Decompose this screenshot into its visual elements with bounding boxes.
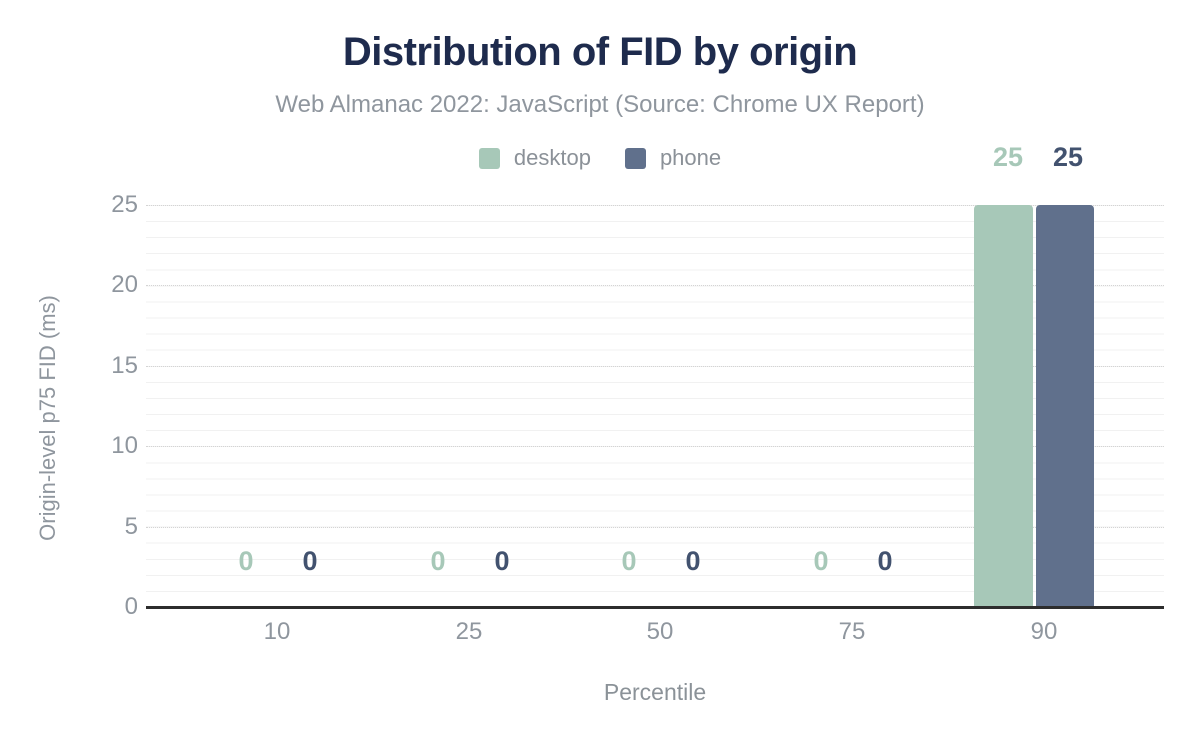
x-tick-90: 90 bbox=[1030, 618, 1058, 645]
value-label-desktop-p10: 0 bbox=[238, 546, 254, 576]
gridline-10 bbox=[146, 446, 1164, 448]
x-tick-10: 10 bbox=[263, 618, 291, 645]
legend-swatch-desktop-icon bbox=[478, 147, 500, 169]
y-tick-25: 25 bbox=[111, 191, 138, 218]
legend-item-phone: phone bbox=[624, 145, 722, 171]
legend-label-phone: phone bbox=[659, 145, 722, 170]
y-tick-10: 10 bbox=[111, 432, 138, 459]
y-tick-15: 15 bbox=[111, 352, 138, 379]
bar-phone-p90[interactable] bbox=[1036, 205, 1094, 607]
value-label-phone-p10: 0 bbox=[302, 546, 318, 576]
gridline-20 bbox=[146, 285, 1164, 287]
y-axis-title: Origin-level p75 FID (ms) bbox=[35, 295, 60, 541]
gridline-15 bbox=[146, 365, 1164, 367]
y-tick-20: 20 bbox=[111, 271, 138, 298]
value-label-desktop-p50: 0 bbox=[621, 546, 637, 576]
x-tick-25: 25 bbox=[455, 618, 483, 645]
value-label-phone-p50: 0 bbox=[685, 546, 701, 576]
value-label-desktop-p90: 25 bbox=[992, 142, 1024, 172]
value-label-desktop-p75: 0 bbox=[813, 546, 829, 576]
chart-subtitle: Web Almanac 2022: JavaScript (Source: Ch… bbox=[275, 91, 925, 118]
x-tick-50: 50 bbox=[646, 618, 674, 645]
y-tick-0: 0 bbox=[124, 593, 138, 620]
gridline-25 bbox=[146, 205, 1164, 206]
x-tick-75: 75 bbox=[838, 618, 866, 645]
value-label-phone-p75: 0 bbox=[877, 546, 893, 576]
legend-swatch-phone-icon bbox=[624, 147, 646, 169]
x-axis-line bbox=[146, 606, 1164, 609]
value-label-phone-p25: 0 bbox=[494, 546, 510, 576]
legend-label-desktop: desktop bbox=[513, 145, 591, 170]
chart-title: Distribution of FID by origin bbox=[342, 30, 858, 74]
legend: desktop phone bbox=[0, 143, 1200, 173]
x-axis-title: Percentile bbox=[603, 679, 707, 705]
value-label-phone-p90: 25 bbox=[1052, 142, 1084, 172]
legend-item-desktop: desktop bbox=[478, 145, 591, 171]
value-label-desktop-p25: 0 bbox=[430, 546, 446, 576]
gridline-5 bbox=[146, 526, 1164, 528]
bar-desktop-p90[interactable] bbox=[974, 205, 1033, 607]
y-tick-5: 5 bbox=[124, 513, 138, 540]
plot-area bbox=[146, 205, 1164, 607]
